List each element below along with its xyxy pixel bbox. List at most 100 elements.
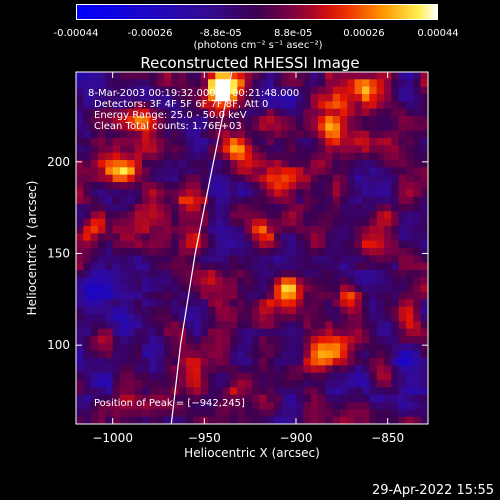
- heatmap-cell: [362, 416, 370, 425]
- heatmap-cell: [90, 240, 99, 249]
- heatmap-cell: [127, 138, 136, 146]
- heatmap-cell: [413, 174, 422, 183]
- heatmap-cell: [391, 409, 400, 418]
- heatmap-cell: [222, 292, 231, 300]
- heatmap-cell: [281, 204, 290, 212]
- heatmap-cell: [76, 182, 84, 190]
- heatmap-cell: [347, 174, 356, 183]
- heatmap-cell: [127, 292, 136, 300]
- heatmap-cell: [244, 270, 253, 278]
- heatmap-cell: [325, 365, 334, 374]
- heatmap-cell: [332, 204, 341, 212]
- heatmap-cell: [237, 328, 246, 337]
- heatmap-cell: [274, 79, 282, 88]
- heatmap-cell: [413, 72, 422, 80]
- heatmap-cell: [274, 416, 282, 425]
- heatmap-cell: [398, 204, 407, 212]
- heatmap-cell: [325, 336, 334, 344]
- heatmap-cell: [200, 182, 209, 190]
- heatmap-cell: [208, 270, 216, 278]
- heatmap-cell: [134, 145, 143, 154]
- heatmap-cell: [127, 416, 136, 425]
- heatmap-cell: [193, 196, 202, 205]
- heatmap-cell: [354, 152, 363, 161]
- heatmap-cell: [120, 152, 128, 161]
- heatmap-cell: [398, 255, 407, 264]
- heatmap-cell: [200, 167, 209, 176]
- heatmap-cell: [376, 218, 385, 227]
- heatmap-cell: [127, 328, 136, 337]
- heatmap-cell: [156, 270, 165, 278]
- colorbar-tick-label: -8.8e-05: [199, 28, 242, 39]
- heatmap-cell: [200, 299, 209, 308]
- heatmap-cell: [76, 306, 84, 315]
- heatmap-cell: [369, 226, 378, 234]
- heatmap-cell: [354, 350, 363, 359]
- heatmap-cell: [178, 145, 187, 154]
- heatmap-cell: [90, 116, 99, 124]
- heatmap-cell: [274, 314, 282, 322]
- heatmap-cell: [354, 79, 363, 88]
- heatmap-cell: [98, 196, 106, 205]
- heatmap-cell: [244, 306, 253, 315]
- heatmap-cell: [303, 211, 312, 220]
- heatmap-cell: [112, 394, 121, 403]
- heatmap-cell: [420, 350, 429, 359]
- heatmap-cell: [259, 233, 268, 242]
- heatmap-cell: [369, 79, 378, 88]
- heatmap-cell: [134, 336, 143, 344]
- heatmap-cell: [105, 218, 114, 227]
- heatmap-cell: [105, 72, 114, 80]
- heatmap-cell: [149, 402, 158, 410]
- heatmap-cell: [354, 138, 363, 146]
- heatmap-cell: [310, 108, 319, 117]
- heatmap-cell: [156, 299, 165, 308]
- heatmap-cell: [369, 365, 378, 374]
- heatmap-cell: [208, 189, 216, 198]
- heatmap-cell: [134, 409, 143, 418]
- heatmap-cell: [186, 116, 194, 124]
- heatmap-cell: [347, 123, 356, 132]
- heatmap-cell: [354, 336, 363, 344]
- heatmap-cell: [193, 72, 202, 80]
- heatmap-cell: [230, 123, 238, 132]
- heatmap-cell: [325, 306, 334, 315]
- heatmap-cell: [105, 86, 114, 95]
- heatmap-cell: [237, 94, 246, 102]
- heatmap-cell: [274, 372, 282, 381]
- heatmap-cell: [391, 248, 400, 256]
- heatmap-cell: [171, 365, 180, 374]
- heatmap-cell: [156, 79, 165, 88]
- heatmap-cell: [127, 196, 136, 205]
- heatmap-cell: [369, 145, 378, 154]
- heatmap-cell: [296, 343, 304, 352]
- heatmap-cell: [303, 218, 312, 227]
- heatmap-cell: [318, 255, 326, 264]
- heatmap-cell: [376, 233, 385, 242]
- heatmap-cell: [413, 336, 422, 344]
- heatmap-cell: [347, 233, 356, 242]
- heatmap-cell: [237, 72, 246, 80]
- heatmap-cell: [105, 101, 114, 110]
- heatmap-cell: [230, 328, 238, 337]
- heatmap-cell: [244, 416, 253, 425]
- heatmap-cell: [134, 358, 143, 366]
- heatmap-cell: [112, 270, 121, 278]
- heatmap-cell: [134, 387, 143, 396]
- heatmap-cell: [98, 314, 106, 322]
- heatmap-cell: [384, 270, 392, 278]
- heatmap-cell: [186, 277, 194, 286]
- heatmap-cell: [164, 204, 172, 212]
- heatmap-cell: [149, 160, 158, 168]
- heatmap-cell: [120, 174, 128, 183]
- heatmap-cell: [208, 277, 216, 286]
- heatmap-cell: [90, 123, 99, 132]
- heatmap-cell: [215, 108, 224, 117]
- heatmap-cell: [347, 116, 356, 124]
- heatmap-cell: [164, 174, 172, 183]
- heatmap-cell: [178, 101, 187, 110]
- heatmap-cell: [296, 299, 304, 308]
- heatmap-cell: [134, 292, 143, 300]
- heatmap-cell: [215, 365, 224, 374]
- heatmap-cell: [112, 336, 121, 344]
